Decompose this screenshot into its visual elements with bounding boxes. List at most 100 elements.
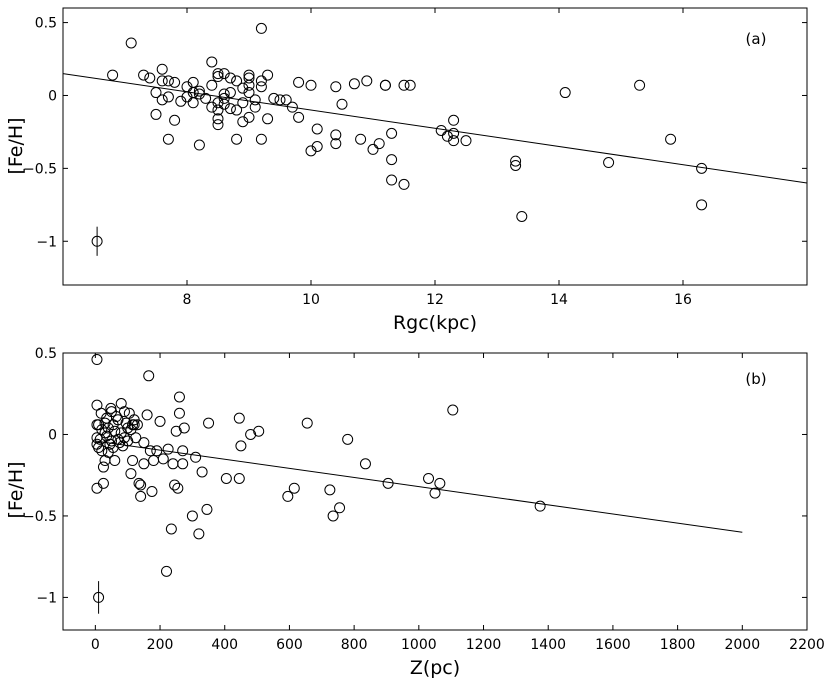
panel-b-point <box>162 443 174 455</box>
panel-b-point <box>177 445 189 457</box>
panel-a-point <box>355 133 367 145</box>
panel-a-point <box>156 63 168 75</box>
panel-b-points <box>91 354 546 603</box>
panel-b-point <box>138 458 150 470</box>
panel-b-ytick-label: −1 <box>36 590 57 606</box>
panel-a-point <box>330 129 342 141</box>
panel-a-xlabel: Rgc(kpc) <box>393 312 477 334</box>
panel-b-point <box>118 432 130 444</box>
panel-b-point <box>161 565 173 577</box>
panel-b-point <box>91 354 103 366</box>
panel-b-point <box>359 458 371 470</box>
panel-b-point <box>203 417 215 429</box>
panel-a-point <box>286 101 298 113</box>
panel-a-point <box>330 81 342 93</box>
panel-a-point <box>373 138 385 150</box>
panel-a-point <box>255 75 267 87</box>
panel-a-ytick-label: −1 <box>36 234 57 250</box>
panel-b-label: (b) <box>745 370 766 388</box>
panel-b-frame <box>62 352 808 631</box>
panel-b-point <box>173 407 185 419</box>
panel-a-point <box>634 79 646 91</box>
panel-b-point <box>97 477 109 489</box>
panel-b-point <box>288 482 300 494</box>
panel-a-point <box>386 174 398 186</box>
panel-b-point <box>423 472 435 484</box>
panel-a-point <box>212 71 224 83</box>
panel-b-point <box>220 472 232 484</box>
panel-a-point <box>156 94 168 106</box>
panel-a-point <box>169 76 181 88</box>
panel-a-point <box>162 133 174 145</box>
panel-b-xtick-label: 400 <box>211 637 238 653</box>
panel-b-point <box>429 487 441 499</box>
panel-b-point <box>141 409 153 421</box>
panel-a-point <box>305 79 317 91</box>
panel-b-point <box>112 414 124 426</box>
panel-a-point <box>224 72 236 84</box>
panel-b-xtick-label: 800 <box>341 637 368 653</box>
panel-a-point <box>603 157 615 169</box>
panel-a-point <box>144 72 156 84</box>
panel-a-point <box>187 76 199 88</box>
panel-a-point <box>274 94 286 106</box>
panel-b-point <box>133 477 145 489</box>
panel-b-xtick-label: 200 <box>147 637 174 653</box>
panel-a-xtick-label: 14 <box>550 292 568 308</box>
panel-a-point <box>510 159 522 171</box>
panel-b-point <box>151 445 163 457</box>
panel-a-point <box>510 155 522 167</box>
panel-a-point <box>231 75 243 87</box>
panel-b-point <box>91 482 103 494</box>
panel-b-point <box>135 490 147 502</box>
panel-a-label: (a) <box>746 30 767 48</box>
panel-b-point <box>193 528 205 540</box>
panel-a-point <box>448 127 460 139</box>
panel-b-point <box>109 455 121 467</box>
panel-a-point <box>386 127 398 139</box>
panel-b-point <box>169 479 181 491</box>
panel-a-point <box>255 22 267 34</box>
panel-a-point <box>162 75 174 87</box>
panel-a-ticks: 8 10 12 14 16 0.5 0 −0.5 −1 <box>23 8 807 308</box>
panel-b-point <box>138 437 150 449</box>
panel-a-point <box>386 154 398 166</box>
panel-a-point <box>193 139 205 151</box>
panel-b-point <box>233 412 245 424</box>
panel-a-point <box>262 69 274 81</box>
panel-a-ytick-label: 0 <box>48 88 57 104</box>
panel-b-point <box>382 477 394 489</box>
panel-b-point <box>334 502 346 514</box>
panel-a-point <box>336 98 348 110</box>
panel-b-point <box>434 477 446 489</box>
panel-b-ytick-label: 0.5 <box>35 346 57 362</box>
panel-b-point <box>327 510 339 522</box>
panel-b-point <box>534 500 546 512</box>
panel-b-point <box>177 458 189 470</box>
panel-a-point <box>404 79 416 91</box>
panel-b-ylabel: [Fe/H] <box>5 461 27 518</box>
panel-b: 0 200 400 600 800 1000 1200 1400 1600 1800 2000 220… <box>5 346 825 679</box>
panel-a-point <box>206 56 218 68</box>
panel-b-point <box>245 428 257 440</box>
panel-a-point <box>212 119 224 131</box>
panel-b-point <box>130 432 142 444</box>
panel-a-point <box>107 69 119 81</box>
panel-a-point <box>249 94 261 106</box>
panel-b-point <box>190 451 202 463</box>
panel-b-point <box>235 440 247 452</box>
panel-a-point <box>367 143 379 155</box>
panel-b-point <box>118 406 130 418</box>
panel-b-point <box>324 484 336 496</box>
panel-b-point <box>135 479 147 491</box>
panel-b-point <box>144 445 156 457</box>
panel-a-point <box>379 79 391 91</box>
panel-b-point <box>146 486 158 497</box>
panel-a-point <box>156 75 168 87</box>
panel-a-point <box>243 87 255 99</box>
panel-a-point <box>460 135 472 147</box>
panel-a-point <box>243 111 255 123</box>
panel-a-point <box>243 72 255 84</box>
panel-a-point <box>249 101 261 113</box>
